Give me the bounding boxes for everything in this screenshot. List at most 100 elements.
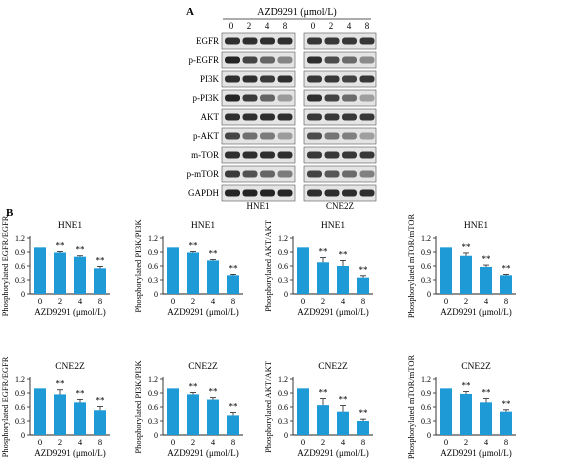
blot-lane-labels: 0 2 4 8 0 2 4 8 [229, 21, 370, 31]
bar [500, 411, 512, 435]
x-tick-label: 2 [464, 296, 468, 306]
x-tick-label: 4 [211, 437, 216, 447]
blot-band [242, 75, 258, 83]
bar-chart: HNE1 0 0.3 0.6 0.9 1.2 Phosphorylated PI3K/PI3… [133, 219, 243, 317]
x-tick-label: 4 [341, 296, 346, 306]
y-tick-label: 0.6 [15, 262, 25, 271]
x-tick-label: 4 [78, 437, 83, 447]
blot-strip [221, 146, 296, 164]
x-tick-label: 8 [361, 437, 365, 447]
bar [94, 268, 106, 294]
significance-marker: ** [502, 399, 512, 409]
blot-lane-label: 0 [229, 21, 234, 31]
bar [440, 247, 452, 294]
blot-strip [303, 89, 377, 107]
x-axis-label: AZD9291 (μmol/L) [167, 448, 239, 458]
blot-strip [221, 70, 296, 88]
blot-band [342, 170, 357, 178]
y-axis-label: Phosphorylated PI3K/PI3K [133, 360, 143, 454]
bar [357, 277, 369, 294]
blot-band [277, 189, 293, 197]
y-tick-label: 0.3 [15, 276, 25, 285]
y-tick-label: 0.6 [278, 403, 288, 412]
blot-band [242, 37, 258, 45]
blot-band [307, 170, 322, 178]
blot-band [260, 94, 275, 102]
blot-band [342, 94, 357, 102]
bar [317, 405, 329, 435]
bar [337, 266, 349, 294]
blot-band [277, 170, 293, 178]
blot-band [277, 113, 293, 121]
y-axis-label: Phosphorylated AKT/AKT [263, 219, 273, 312]
blot-band [242, 94, 258, 102]
bar-charts: HNE1 0 0.3 0.6 0.9 1.2 Phosphorylated EGFR/EGF… [0, 214, 516, 460]
blot-protein-label: p-mTOR [187, 169, 219, 179]
significance-marker: ** [339, 249, 349, 259]
blot-band [277, 75, 293, 83]
blot-band [324, 113, 340, 121]
y-tick-label: 0 [21, 431, 25, 440]
x-tick-label: 8 [231, 296, 235, 306]
y-axis-label: Phosphorylated PI3K/PI3K [133, 219, 143, 313]
y-tick-label: 0.3 [421, 417, 431, 426]
y-tick-label: 0.3 [278, 417, 288, 426]
x-tick-label: 0 [171, 296, 175, 306]
y-axis-label: Phosphorylated mTOR/mTOR [406, 355, 416, 460]
blot-cell-line-hne1: HNE1 [247, 201, 270, 211]
bar [480, 402, 492, 435]
y-tick-label: 0.9 [278, 389, 288, 398]
y-tick-label: 0.9 [148, 248, 158, 257]
x-tick-label: 2 [321, 296, 325, 306]
blot-band [342, 75, 357, 83]
blot-strip [221, 32, 296, 50]
x-tick-label: 2 [464, 437, 468, 447]
blot-band [225, 75, 240, 83]
y-tick-label: 0.3 [421, 276, 431, 285]
x-tick-label: 4 [341, 437, 346, 447]
blot-band [359, 151, 375, 159]
x-tick-label: 0 [301, 437, 305, 447]
x-tick-label: 4 [211, 296, 216, 306]
bar [74, 256, 86, 294]
blot-band [359, 37, 375, 45]
y-tick-label: 0.9 [15, 389, 25, 398]
y-tick-label: 0 [154, 290, 158, 299]
blot-band [324, 37, 340, 45]
x-axis-label: AZD9291 (μmol/L) [34, 448, 106, 458]
y-axis-label: Phosphorylated AKT/AKT [263, 360, 273, 453]
blot-band [307, 113, 322, 121]
blot-band [242, 151, 258, 159]
blot-band [277, 132, 293, 140]
blot-strip [303, 51, 377, 69]
x-tick-label: 0 [444, 437, 448, 447]
blot-strip [221, 108, 296, 126]
blot-band [359, 170, 375, 178]
bar-chart: CNE2Z 0 0.3 0.6 0.9 1.2 Phosphorylated EGFR/EG… [0, 356, 110, 458]
significance-marker: ** [96, 396, 106, 406]
blot-band [242, 56, 258, 64]
x-tick-label: 2 [191, 437, 195, 447]
blot-protein-label: p-PI3K [193, 93, 220, 103]
chart-title: CNE2Z [461, 362, 491, 372]
y-tick-label: 0.3 [148, 417, 158, 426]
chart-title: CNE2Z [55, 362, 85, 372]
bar [440, 388, 452, 435]
bar [207, 399, 219, 435]
x-tick-label: 2 [321, 437, 325, 447]
blot-panel: A AZD9291 (μmol/L) 0 2 4 8 0 2 4 8 EGFR p-EGFR PI… [186, 6, 377, 211]
blot-band [307, 56, 322, 64]
blot-band [225, 94, 240, 102]
blot-band [342, 151, 357, 159]
blot-band [324, 132, 340, 140]
blot-protein-label: PI3K [200, 74, 220, 84]
blot-band [260, 75, 275, 83]
x-tick-label: 2 [58, 437, 62, 447]
blot-band [242, 113, 258, 121]
y-tick-label: 0.6 [15, 403, 25, 412]
blot-band [225, 56, 240, 64]
blot-band [277, 151, 293, 159]
blot-strip [221, 184, 296, 202]
blot-band [260, 189, 275, 197]
blot-lane-label: 8 [283, 21, 288, 31]
